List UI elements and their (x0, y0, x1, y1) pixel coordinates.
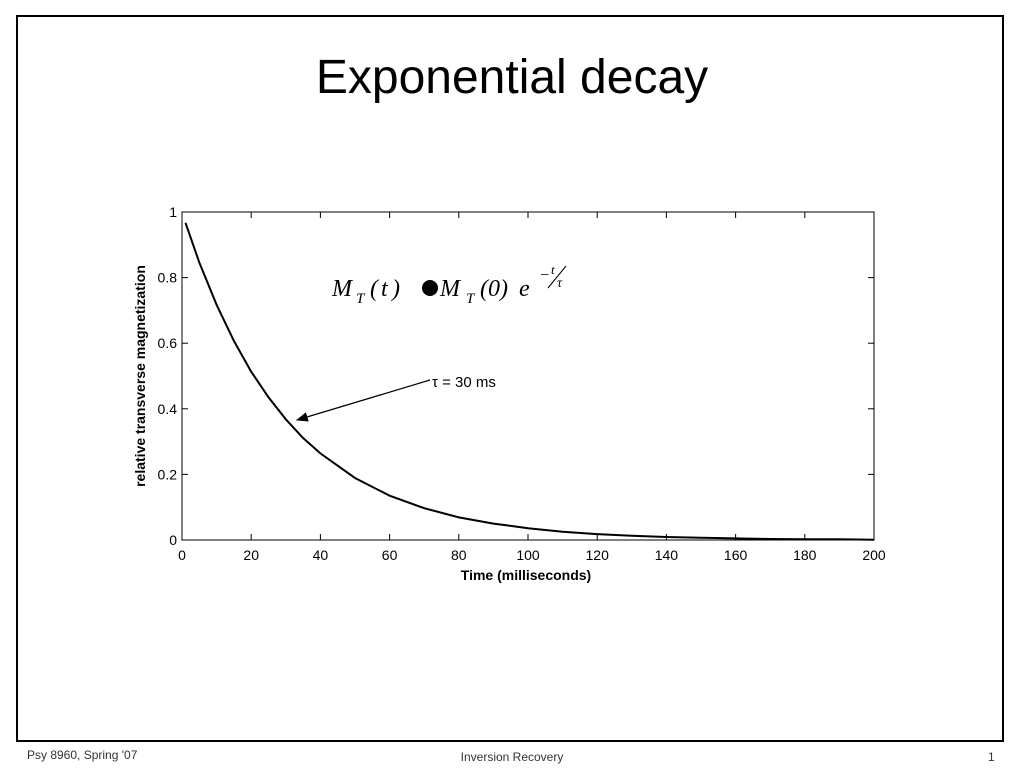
y-tick-label: 0.2 (158, 466, 178, 482)
plot-area (181, 211, 875, 541)
svg-text:T: T (356, 291, 366, 307)
svg-text:τ: τ (557, 276, 563, 291)
x-axis-ticks: 0 20 40 60 80 100 120 140 160 180 200 (178, 212, 886, 563)
x-tick-label: 180 (793, 547, 817, 563)
x-tick-label: 100 (516, 547, 540, 563)
svg-text:t: t (551, 262, 555, 277)
y-tick-label: 0.4 (158, 401, 178, 417)
svg-text:T: T (466, 291, 476, 307)
x-tick-label: 120 (586, 547, 610, 563)
x-tick-label: 80 (451, 547, 467, 563)
footer-page-number: 1 (988, 750, 995, 764)
x-tick-label: 60 (382, 547, 398, 563)
svg-text:): ) (390, 276, 400, 302)
x-tick-label: 140 (655, 547, 679, 563)
footer-course: Psy 8960, Spring '07 (27, 748, 138, 762)
tau-arrow (295, 379, 431, 422)
x-axis-label: Time (milliseconds) (461, 567, 591, 583)
y-tick-label: 0.6 (158, 335, 178, 351)
y-tick-label: 0 (169, 532, 177, 548)
svg-text:M: M (331, 276, 354, 302)
x-tick-label: 40 (313, 547, 329, 563)
y-axis-ticks: 0 0.2 0.4 0.6 0.8 1 (158, 204, 874, 548)
y-tick-label: 1 (169, 204, 177, 220)
x-tick-label: 0 (178, 547, 186, 563)
svg-text:(: ( (370, 276, 380, 302)
tau-label: τ = 30 ms (432, 374, 496, 391)
x-tick-label: 20 (243, 547, 259, 563)
series-line-decay (184, 222, 875, 541)
decay-equation: M T ( t ) M T (0) e − t τ (331, 262, 567, 307)
svg-text:t: t (381, 276, 389, 302)
slide-frame (16, 15, 1004, 742)
svg-text:(0): (0) (480, 276, 508, 302)
y-axis-label: relative transverse magnetization (132, 265, 148, 487)
footer-topic: Inversion Recovery (460, 750, 564, 764)
x-tick-label: 200 (862, 547, 886, 563)
y-tick-label: 0.8 (158, 270, 178, 286)
slide-title: Exponential decay (315, 51, 709, 104)
svg-text:M: M (439, 276, 462, 302)
x-tick-label: 160 (724, 547, 748, 563)
svg-text:e: e (519, 276, 530, 302)
svg-text:−: − (539, 267, 550, 284)
